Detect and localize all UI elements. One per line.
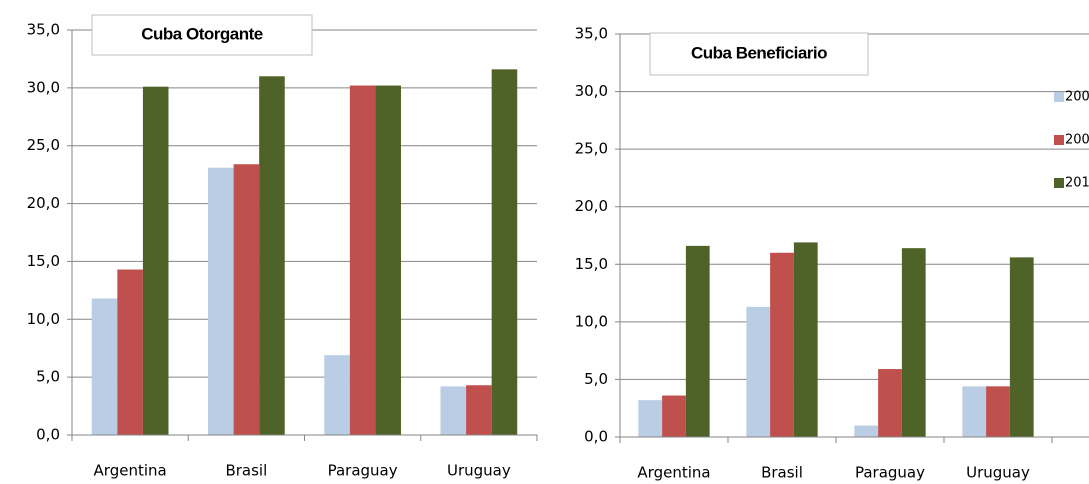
x-tick-label: Uruguay bbox=[447, 462, 511, 480]
legend-swatch bbox=[1054, 92, 1064, 102]
chart-title: Cuba Otorgante bbox=[141, 24, 262, 43]
chart-title: Cuba Beneficiario bbox=[691, 43, 827, 62]
legend-label: 2009 bbox=[1065, 133, 1089, 148]
x-tick-label: Brasil bbox=[761, 464, 803, 482]
bar bbox=[491, 69, 518, 435]
y-tick-label: 35,0 bbox=[575, 25, 608, 43]
bar bbox=[746, 306, 771, 437]
legend-label: 2011 bbox=[1065, 176, 1089, 191]
legend-swatch bbox=[1054, 135, 1064, 145]
x-tick-label: Argentina bbox=[637, 464, 710, 482]
bar bbox=[878, 369, 902, 437]
y-tick-label: 20,0 bbox=[575, 197, 608, 215]
x-tick-label: Paraguay bbox=[855, 464, 925, 482]
y-tick-label: 5,0 bbox=[36, 368, 60, 386]
y-tick-label: 0,0 bbox=[36, 426, 60, 444]
bar bbox=[259, 76, 285, 436]
bar bbox=[91, 298, 118, 435]
legend-label: 2006 bbox=[1065, 90, 1089, 105]
y-tick-label: 35,0 bbox=[27, 21, 60, 39]
bar bbox=[685, 245, 710, 437]
y-tick-label: 25,0 bbox=[27, 136, 60, 154]
bar bbox=[854, 425, 879, 437]
bar bbox=[986, 386, 1010, 437]
bar bbox=[233, 164, 260, 435]
y-tick-label: 30,0 bbox=[27, 78, 60, 96]
bar bbox=[349, 85, 376, 436]
y-tick-label: 0,0 bbox=[584, 428, 608, 446]
x-tick-label: Argentina bbox=[94, 462, 167, 480]
bar bbox=[466, 385, 492, 435]
bar bbox=[208, 167, 234, 435]
y-tick-label: 30,0 bbox=[575, 82, 608, 100]
title-box bbox=[91, 14, 313, 56]
bar bbox=[962, 386, 987, 437]
bar bbox=[1009, 257, 1034, 437]
y-tick-label: 25,0 bbox=[575, 140, 608, 158]
title-box bbox=[649, 32, 869, 76]
y-tick-label: 15,0 bbox=[575, 255, 608, 273]
y-tick-label: 20,0 bbox=[27, 194, 60, 212]
x-tick-label: Paraguay bbox=[328, 462, 398, 480]
bar bbox=[662, 395, 686, 437]
bar bbox=[770, 252, 794, 437]
bar bbox=[324, 355, 350, 435]
bar bbox=[901, 248, 926, 437]
y-tick-label: 10,0 bbox=[575, 312, 608, 330]
bar bbox=[142, 86, 169, 435]
bar bbox=[375, 85, 401, 436]
y-tick-label: 15,0 bbox=[27, 252, 60, 270]
bar bbox=[440, 386, 467, 435]
y-tick-label: 5,0 bbox=[584, 370, 608, 388]
bar bbox=[117, 269, 143, 435]
bar bbox=[793, 242, 818, 437]
legend-swatch bbox=[1054, 178, 1064, 188]
x-tick-label: Brasil bbox=[225, 462, 267, 480]
bar bbox=[638, 400, 663, 437]
x-tick-label: Uruguay bbox=[966, 464, 1030, 482]
y-tick-label: 10,0 bbox=[27, 310, 60, 328]
